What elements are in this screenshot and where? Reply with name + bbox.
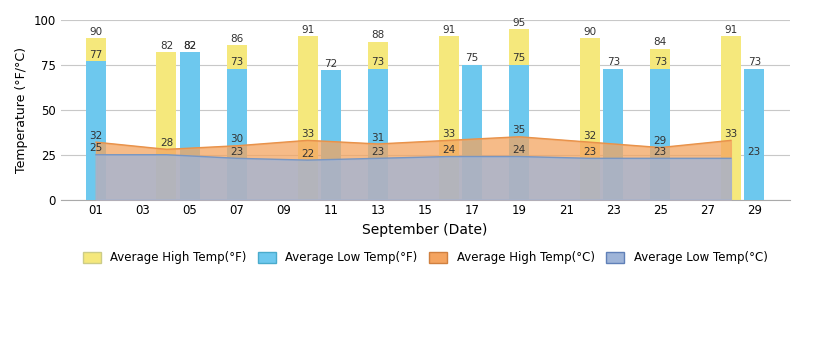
Bar xyxy=(580,38,600,199)
Bar xyxy=(439,36,459,199)
Text: 90: 90 xyxy=(90,26,102,37)
Bar xyxy=(721,36,741,199)
Bar xyxy=(510,65,530,199)
Bar xyxy=(651,68,671,199)
Text: 29: 29 xyxy=(654,136,667,146)
Text: 23: 23 xyxy=(231,147,244,157)
Text: 33: 33 xyxy=(301,129,315,139)
Text: 82: 82 xyxy=(183,41,197,51)
Bar xyxy=(86,38,106,199)
Text: 32: 32 xyxy=(583,131,597,141)
Text: 91: 91 xyxy=(725,25,738,35)
Text: 73: 73 xyxy=(607,57,620,67)
Bar xyxy=(157,52,177,199)
Bar xyxy=(369,68,388,199)
Text: 82: 82 xyxy=(183,41,197,51)
Text: 90: 90 xyxy=(583,26,596,37)
Text: 23: 23 xyxy=(654,147,667,157)
Text: 75: 75 xyxy=(466,54,479,63)
Text: 23: 23 xyxy=(372,147,385,157)
Text: 25: 25 xyxy=(90,143,103,153)
Bar xyxy=(462,65,482,199)
Text: 73: 73 xyxy=(231,57,244,67)
Bar xyxy=(86,61,106,199)
Text: 73: 73 xyxy=(372,57,385,67)
Text: 23: 23 xyxy=(748,147,761,157)
Bar xyxy=(745,68,764,199)
Bar xyxy=(603,68,623,199)
Text: 73: 73 xyxy=(654,57,667,67)
Text: 91: 91 xyxy=(442,25,456,35)
Text: 75: 75 xyxy=(513,54,526,63)
Y-axis label: Temperature (°F/°C): Temperature (°F/°C) xyxy=(15,47,28,173)
Text: 31: 31 xyxy=(372,132,385,143)
Bar xyxy=(180,52,200,199)
Bar xyxy=(369,42,388,199)
Bar xyxy=(321,70,341,199)
Text: 32: 32 xyxy=(90,131,103,141)
Text: 33: 33 xyxy=(725,129,738,139)
Bar xyxy=(227,45,247,199)
Text: 30: 30 xyxy=(231,134,243,144)
Text: 84: 84 xyxy=(654,37,667,47)
Text: 24: 24 xyxy=(442,145,456,155)
Bar xyxy=(180,52,200,199)
Bar xyxy=(651,49,671,199)
Text: 91: 91 xyxy=(301,25,315,35)
Text: 35: 35 xyxy=(513,125,526,135)
Text: 86: 86 xyxy=(231,34,244,44)
Text: 77: 77 xyxy=(90,50,103,60)
Text: 33: 33 xyxy=(442,129,456,139)
Bar xyxy=(510,29,530,199)
Text: 88: 88 xyxy=(372,30,385,40)
Text: 28: 28 xyxy=(160,138,173,148)
Text: 95: 95 xyxy=(513,17,526,28)
Legend: Average High Temp(°F), Average Low Temp(°F), Average High Temp(°C), Average Low : Average High Temp(°F), Average Low Temp(… xyxy=(78,247,772,269)
Text: 82: 82 xyxy=(160,41,173,51)
Bar xyxy=(227,68,247,199)
Text: 23: 23 xyxy=(583,147,597,157)
Text: 24: 24 xyxy=(513,145,526,155)
Text: 72: 72 xyxy=(325,59,338,69)
Text: 22: 22 xyxy=(301,149,315,159)
Text: 73: 73 xyxy=(748,57,761,67)
Bar xyxy=(298,36,318,199)
X-axis label: September (Date): September (Date) xyxy=(363,223,488,237)
